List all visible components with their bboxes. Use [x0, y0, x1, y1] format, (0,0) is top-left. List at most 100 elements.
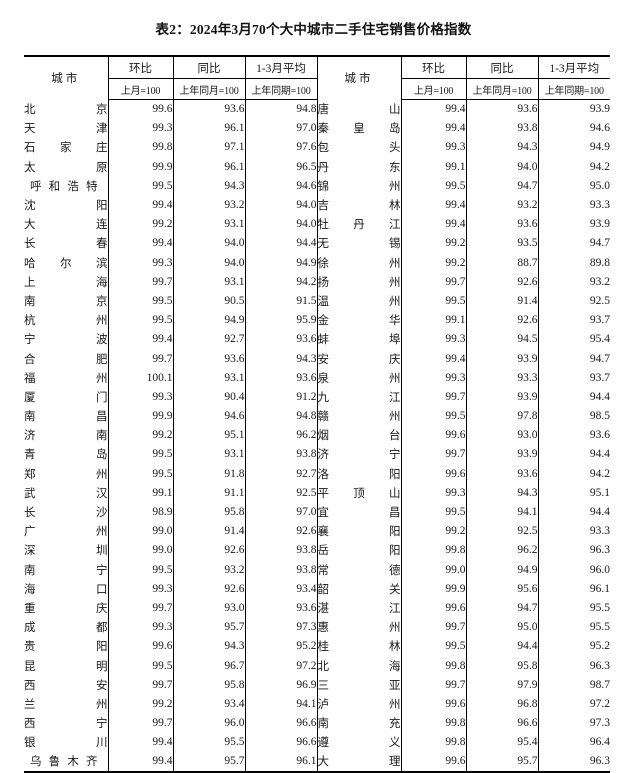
- cell-yoy-right: 94.7: [466, 598, 539, 618]
- cell-mom-left: 99.3: [108, 617, 174, 637]
- cell-city-right: 吉林: [317, 195, 402, 215]
- cell-avg-left: 93.6: [245, 598, 318, 618]
- header-city-left: 城市: [24, 55, 109, 100]
- cell-city-right: 徐州: [317, 253, 402, 273]
- cell-avg-right: 96.4: [589, 736, 610, 749]
- cell-yoy-left: 94.3: [173, 636, 246, 656]
- cell-avg-right: 93.3: [589, 199, 610, 212]
- table-row: 郑州 99.5 91.8 92.7 洛阳 99.6 93.6 94.2: [24, 464, 610, 484]
- cell-avg-left: 94.8: [245, 99, 318, 119]
- cell-yoy-right: 93.9: [466, 444, 539, 465]
- cell-yoy-left: 94.3: [173, 176, 246, 196]
- cell-city-right: 惠州: [317, 617, 402, 637]
- table-row: 武汉 99.1 91.1 92.5 平顶山 99.3 94.3 95.1: [24, 483, 610, 503]
- table-row: 济南 99.2 95.1 96.2 烟台 99.6 93.0 93.6: [24, 425, 610, 445]
- cell-avg-right: 96.1: [589, 582, 610, 595]
- cell-yoy-left: 95.8: [173, 675, 246, 695]
- cell-mom-right: 99.6: [401, 464, 467, 484]
- header-group-yoy-right: 同比: [466, 55, 539, 79]
- table-row: 青岛 99.5 93.1 93.8 济宁 99.7 93.9 94.4: [24, 444, 610, 465]
- cell-city-right: 遵义: [317, 732, 402, 752]
- cell-avg-right: 93.2: [589, 275, 610, 288]
- cell-city-left: 厦门: [24, 387, 109, 407]
- cell-avg-left: 96.6: [245, 713, 318, 733]
- table-body: 北京 99.6 93.6 94.8 唐山 99.4 93.6 93.9 天津 99.3 96.1 97…: [24, 99, 610, 773]
- cell-city-left: 宁波: [24, 329, 109, 349]
- cell-mom-left: 99.7: [108, 598, 174, 618]
- cell-mom-left: 99.7: [108, 713, 174, 733]
- cell-yoy-left: 95.5: [173, 732, 246, 752]
- table-row: 杭州 99.5 94.9 95.9 金华 99.1 92.6 93.7: [24, 310, 610, 330]
- cell-yoy-left: 95.1: [173, 425, 246, 445]
- cell-avg-right: 94.7: [589, 237, 610, 250]
- cell-city-right: 扬州: [317, 272, 402, 292]
- cell-city-left: 西宁: [24, 713, 109, 733]
- cell-avg-left: 96.1: [245, 751, 318, 773]
- cell-city-left: 上海: [24, 272, 109, 292]
- cell-avg-left: 94.6: [245, 176, 318, 196]
- cell-city-left: 深圳: [24, 540, 109, 560]
- cell-yoy-left: 92.6: [173, 579, 246, 599]
- table-row: 福州 100.1 93.1 93.6 泉州 99.3 93.3 93.7: [24, 368, 610, 388]
- cell-city-right: 秦皇岛: [317, 118, 402, 138]
- cell-yoy-left: 96.7: [173, 655, 246, 676]
- cell-yoy-left: 93.4: [173, 694, 246, 714]
- cell-yoy-right: 94.4: [466, 636, 539, 656]
- table-row: 南宁 99.5 93.2 93.8 常德 99.0 94.9 96.0: [24, 560, 610, 580]
- cell-avg-right: 95.5: [589, 601, 610, 614]
- header-group-yoy-left: 同比: [173, 55, 246, 79]
- cell-city-left: 贵阳: [24, 636, 109, 656]
- cell-avg-right: 98.5: [589, 410, 610, 423]
- cell-yoy-right: 95.8: [466, 655, 539, 676]
- cell-city-right: 北海: [317, 655, 402, 676]
- cell-avg-left: 93.6: [245, 368, 318, 388]
- cell-city-left: 大连: [24, 214, 109, 234]
- cell-avg-right: 93.6: [589, 429, 610, 442]
- cell-yoy-right: 94.7: [466, 176, 539, 196]
- cell-mom-right: 99.4: [401, 99, 467, 119]
- cell-avg-left: 97.0: [245, 502, 318, 522]
- cell-yoy-right: 93.2: [466, 195, 539, 215]
- cell-city-right: 赣州: [317, 406, 402, 426]
- cell-yoy-right: 95.0: [466, 617, 539, 637]
- cell-avg-left: 92.6: [245, 521, 318, 541]
- cell-mom-left: 100.1: [108, 368, 174, 388]
- cell-mom-left: 99.4: [108, 195, 174, 215]
- cell-city-right: 济宁: [317, 444, 402, 465]
- cell-yoy-left: 91.4: [173, 521, 246, 541]
- cell-city-left: 石家庄: [24, 137, 109, 158]
- header-group-avg-left: 1-3月平均: [245, 55, 318, 79]
- cell-avg-left: 93.8: [245, 560, 318, 580]
- table-row: 宁波 99.4 92.7 93.6 蚌埠 99.3 94.5 95.4: [24, 329, 610, 349]
- cell-city-right: 丹东: [317, 157, 402, 177]
- table-row: 上海 99.7 93.1 94.2 扬州 99.7 92.6 93.2: [24, 272, 610, 292]
- cell-city-right: 唐山: [317, 99, 402, 119]
- cell-avg-right: 94.4: [589, 390, 610, 403]
- cell-avg-left: 95.2: [245, 636, 318, 656]
- cell-avg-right: 95.5: [589, 621, 610, 634]
- header-unit-yoy-right: 上年同月=100: [466, 78, 539, 100]
- table-row: 厦门 99.3 90.4 91.2 九江 99.7 93.9 94.4: [24, 387, 610, 407]
- cell-city-left: 天津: [24, 118, 109, 138]
- cell-mom-left: 99.6: [108, 636, 174, 656]
- cell-avg-right: 93.3: [589, 525, 610, 538]
- cell-yoy-right: 91.4: [466, 291, 539, 311]
- cell-yoy-left: 95.7: [173, 751, 246, 773]
- cell-avg-right: 96.3: [589, 659, 610, 672]
- page-title: 表2：2024年3月70个大中城市二手住宅销售价格指数: [155, 22, 472, 37]
- cell-avg-right: 94.2: [589, 467, 610, 480]
- cell-mom-right: 99.6: [401, 598, 467, 618]
- cell-city-left: 南京: [24, 291, 109, 311]
- table-row: 哈尔滨 99.3 94.0 94.9 徐州 99.2 88.7 89.8: [24, 253, 610, 273]
- cell-city-left: 北京: [24, 99, 109, 119]
- cell-city-left: 成都: [24, 617, 109, 637]
- table-row: 天津 99.3 96.1 97.0 秦皇岛 99.4 93.8 94.6: [24, 118, 610, 138]
- cell-mom-right: 99.0: [401, 560, 467, 580]
- table-row: 重庆 99.7 93.0 93.6 湛江 99.6 94.7 95.5: [24, 598, 610, 618]
- cell-mom-left: 99.0: [108, 521, 174, 541]
- cell-mom-left: 98.9: [108, 502, 174, 522]
- table-row: 合肥 99.7 93.6 94.3 安庆 99.4 93.9 94.7: [24, 348, 610, 369]
- cell-city-right: 安庆: [317, 348, 402, 369]
- cell-yoy-left: 96.1: [173, 118, 246, 138]
- table-row: 广州 99.0 91.4 92.6 襄阳 99.2 92.5 93.3: [24, 521, 610, 541]
